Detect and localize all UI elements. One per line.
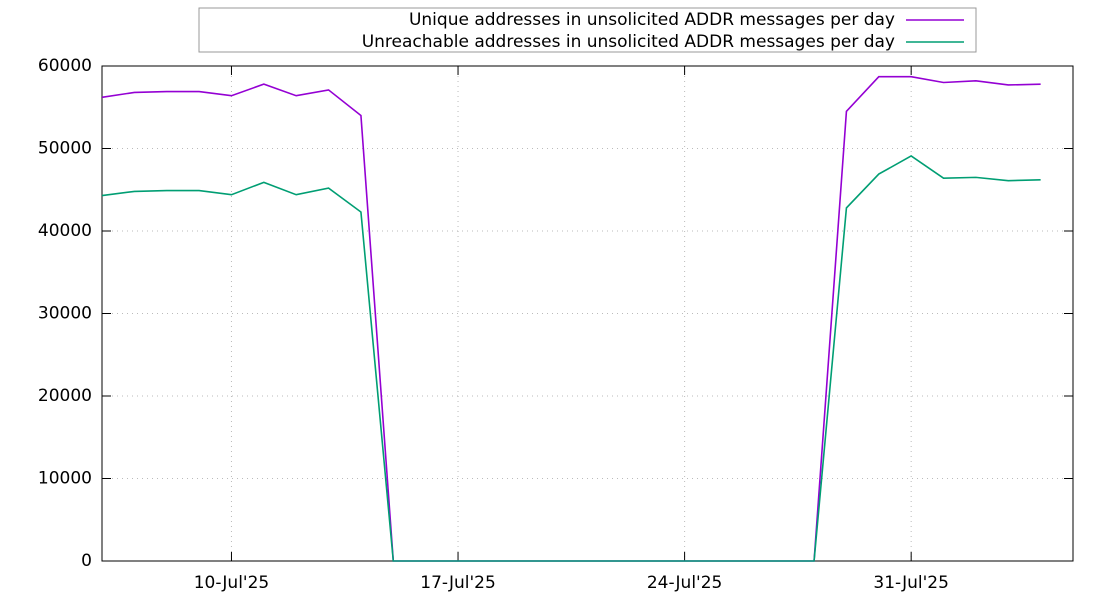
series-line xyxy=(101,154,1041,562)
x-tick-label: 17-Jul'25 xyxy=(420,573,496,593)
y-tick-label: 0 xyxy=(81,551,92,571)
y-tick-label: 30000 xyxy=(38,304,92,324)
legend-label: Unreachable addresses in unsolicited ADD… xyxy=(362,32,895,52)
x-tick-label: 10-Jul'25 xyxy=(194,573,270,593)
y-tick-label: 60000 xyxy=(38,56,92,76)
legend-box xyxy=(198,7,977,53)
y-tick-label: 10000 xyxy=(38,469,92,489)
series-line xyxy=(101,75,1041,562)
y-tick-label: 20000 xyxy=(38,386,92,406)
x-tick-label: 31-Jul'25 xyxy=(873,573,949,593)
y-tick-label: 50000 xyxy=(38,139,92,159)
y-tick-label: 40000 xyxy=(38,221,92,241)
legend-label: Unique addresses in unsolicited ADDR mes… xyxy=(409,10,895,30)
x-tick-label: 24-Jul'25 xyxy=(647,573,723,593)
